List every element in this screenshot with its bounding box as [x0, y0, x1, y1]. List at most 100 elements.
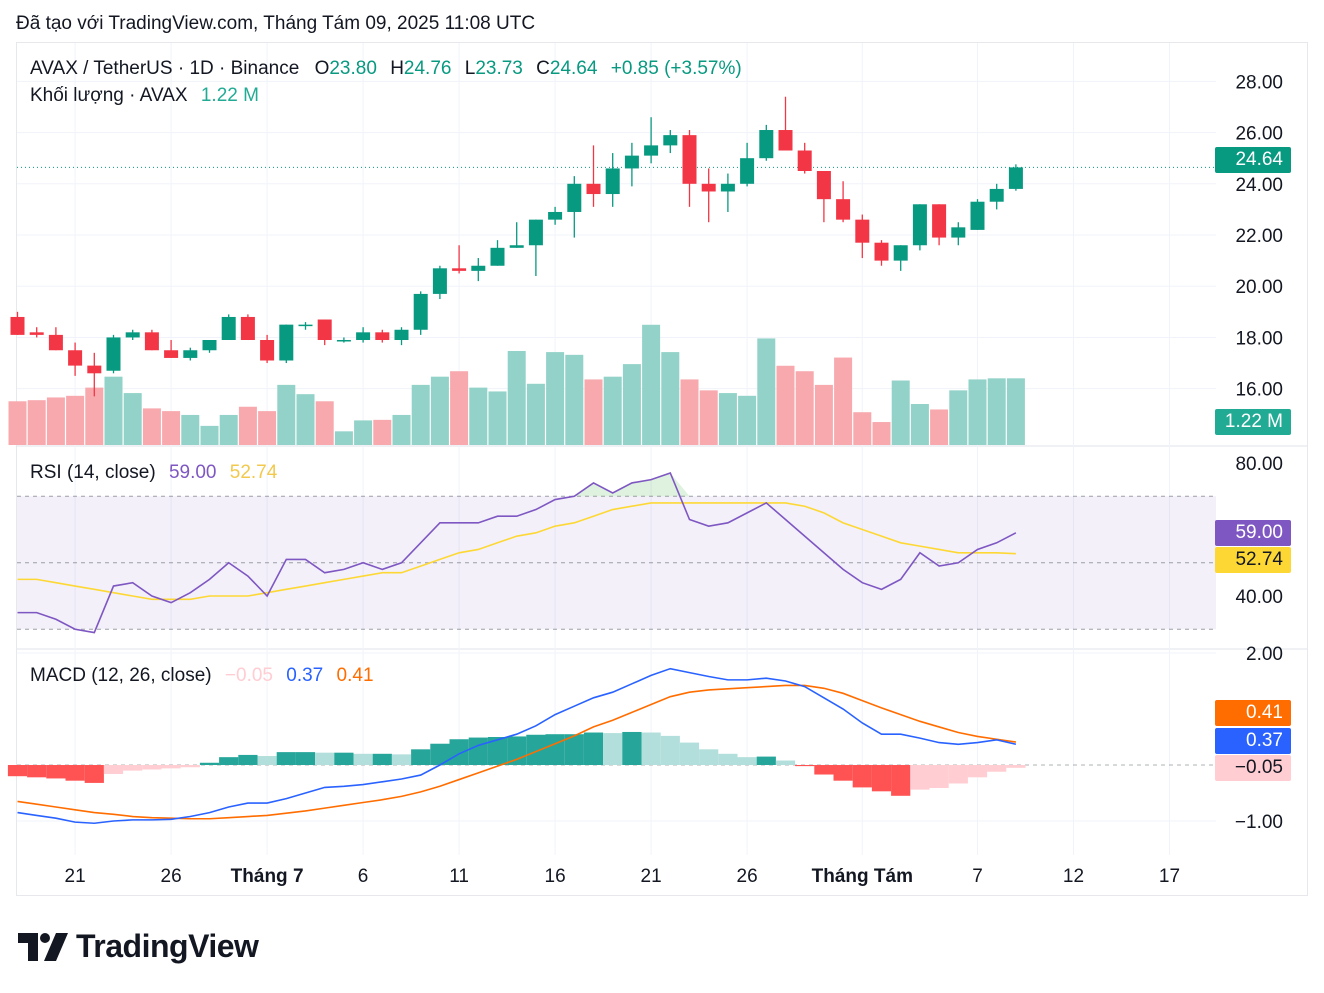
macd-tick-label: −1.00 [1235, 812, 1283, 833]
macd-histogram-bar [123, 765, 143, 771]
candle-body [528, 219, 543, 246]
candle-body [778, 130, 793, 151]
candle-body [951, 227, 966, 238]
low-value: 23.73 [475, 58, 523, 79]
volume-bar [814, 384, 833, 445]
price-legend[interactable]: AVAX / TetherUS · 1D · Binance O23.80 H2… [30, 58, 746, 80]
volume-bar [315, 401, 334, 445]
macd-histogram-bar [430, 743, 450, 765]
volume-legend[interactable]: Khối lượng · AVAX 1.22 M [30, 85, 263, 107]
candle-body [164, 350, 179, 358]
macd-histogram-bar [219, 757, 239, 765]
volume-bar [66, 395, 85, 445]
rsi-legend[interactable]: RSI (14, close) 59.00 52.74 [30, 462, 281, 484]
macd-histogram-bar [622, 731, 642, 765]
volume-bar [757, 338, 776, 445]
volume-bar [546, 352, 565, 445]
macd-histogram-bar [411, 749, 431, 765]
low-label: L [464, 58, 476, 79]
candle-body [836, 199, 851, 220]
high-label: H [390, 58, 404, 79]
macd-histogram-bar [641, 732, 661, 765]
macd-histogram-bar [161, 765, 181, 769]
volume-bar [488, 391, 507, 445]
volume-bar [795, 371, 814, 445]
tradingview-logo-icon [18, 932, 68, 961]
macd-histogram-bar [257, 756, 277, 765]
macd-histogram-bar [84, 765, 104, 783]
volume-bar [987, 378, 1006, 445]
volume-bar [430, 376, 449, 445]
candle-body [644, 145, 659, 156]
macd-label: MACD (12, 26, close) [30, 665, 212, 686]
volume-bar [258, 411, 277, 445]
volume-bar [469, 387, 488, 445]
candle-body [912, 204, 927, 246]
volume-bar [738, 395, 757, 445]
volume-bar [776, 365, 795, 445]
volume-bar [699, 390, 718, 445]
rsi-overbought-fill [574, 472, 690, 497]
candle-body [720, 183, 735, 192]
axis-labels: 21 26 Tháng 7 6 11 16 21 26 Tháng Tám 7 12 17 28.00 2… [65, 72, 1283, 887]
chart-frame[interactable] [16, 42, 1308, 896]
macd-line [17, 667, 1017, 825]
candle-body [29, 332, 44, 335]
volume-bar [181, 414, 200, 445]
volume-bar [219, 414, 238, 445]
candle-body [144, 332, 159, 351]
macd-histogram-bar [449, 739, 469, 765]
candle-body [816, 170, 831, 200]
macd-pane [7, 667, 1216, 825]
candle-body [663, 135, 678, 146]
rsi-ma-value: 52.74 [229, 462, 278, 483]
candle-body [548, 211, 563, 220]
close-label: C [536, 58, 550, 79]
volume-bars [8, 324, 1025, 445]
candle-body [701, 183, 716, 192]
rsi-pane [17, 471, 1216, 634]
macd-histogram-bar [795, 765, 815, 767]
candle-body [68, 350, 83, 366]
macd-histogram-bar [871, 765, 892, 792]
candle-body [855, 219, 870, 243]
price-tick-label: 26.00 [1235, 124, 1283, 145]
open-value: 23.80 [329, 58, 377, 79]
macd-histogram-bar [180, 765, 200, 768]
volume-tag: 1.22 M [1215, 409, 1291, 435]
macd-histogram-bar [46, 765, 66, 779]
candle-body [394, 329, 409, 341]
volume-bar [622, 364, 641, 445]
macd-histogram-bar [238, 754, 258, 765]
macd-legend[interactable]: MACD (12, 26, close) −0.05 0.37 0.41 [30, 665, 378, 687]
macd-histogram-bar [7, 765, 28, 777]
candle-body [797, 150, 812, 171]
rsi-tick-label: 40.00 [1235, 587, 1283, 608]
candle-body [586, 183, 601, 195]
volume-bar [104, 376, 123, 445]
volume-bar [680, 379, 699, 445]
symbol-label[interactable]: AVAX / TetherUS · 1D · Binance [30, 58, 300, 79]
volume-bar [162, 411, 181, 445]
rsi-ma-line [17, 502, 1016, 601]
candle-body [452, 268, 467, 271]
macd-histogram-bar [987, 765, 1007, 772]
last-price-tag: 24.64 [1215, 147, 1291, 173]
volume-label: Khối lượng · AVAX [30, 85, 188, 106]
macd-histogram-bar [833, 765, 853, 781]
macd-histogram-bar [295, 752, 316, 765]
macd-histogram-bar [948, 765, 968, 784]
tradingview-logo-text: TradingView [76, 928, 259, 964]
macd-histogram-bar [65, 765, 85, 781]
price-tick-label: 16.00 [1235, 380, 1283, 401]
volume-bar [834, 357, 853, 445]
macd-histogram-bar [507, 736, 527, 765]
price-tick-label: 22.00 [1235, 226, 1283, 247]
macd-histogram-bar [891, 765, 911, 796]
candle-body [893, 245, 908, 261]
macd-hist-tag: −0.05 [1215, 755, 1291, 781]
macd-histogram-bar [391, 754, 412, 765]
volume-bar [872, 422, 891, 445]
tradingview-logo[interactable]: TradingView [18, 928, 259, 965]
